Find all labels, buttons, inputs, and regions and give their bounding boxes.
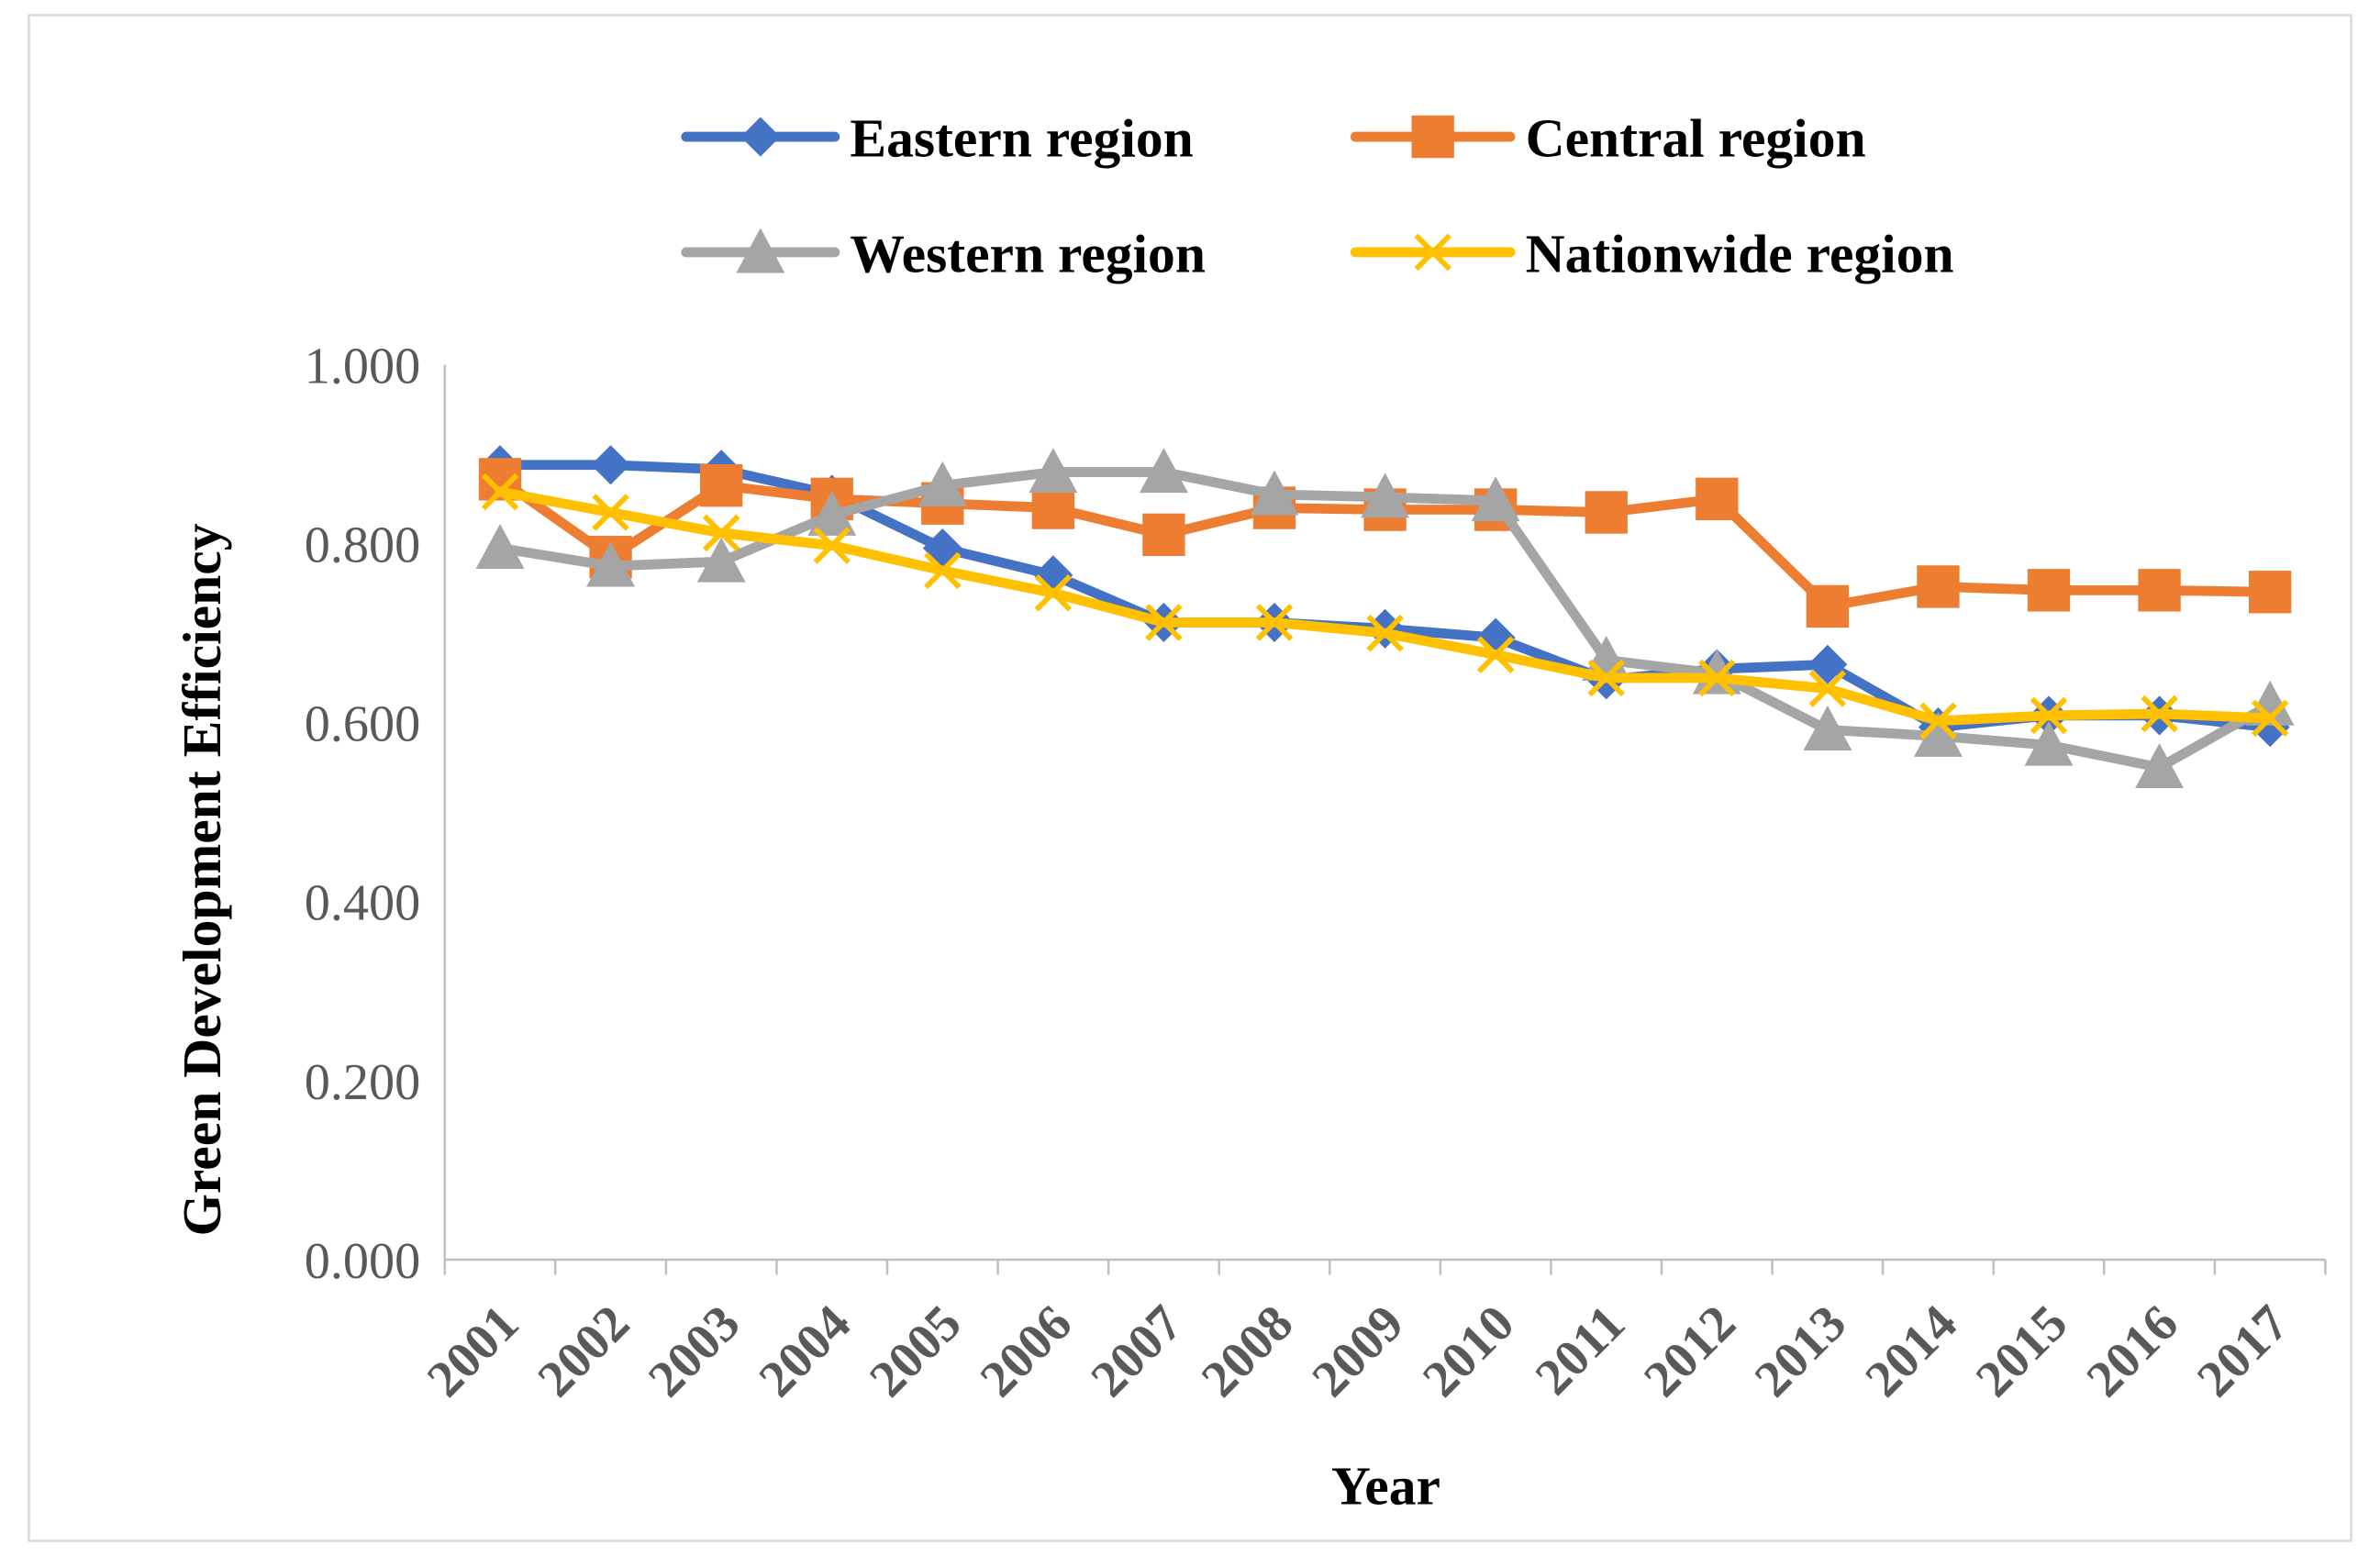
data-point (1031, 486, 1075, 529)
data-point (592, 494, 629, 531)
legend-item: Nationwide region (1350, 223, 1954, 283)
data-point (1587, 659, 1625, 697)
data-point (1361, 472, 1410, 518)
data-point (1807, 644, 1848, 684)
data-point (1585, 491, 1628, 534)
data-point (702, 514, 740, 552)
y-tick-label: 0.200 (305, 1054, 421, 1111)
data-point (2250, 707, 2290, 748)
data-point (1034, 573, 1073, 612)
y-tick-label: 1.000 (305, 338, 421, 395)
legend-marker (1414, 233, 1451, 272)
legend-label: Western region (850, 223, 1206, 283)
legend-label: Nationwide region (1526, 223, 1954, 283)
data-point (591, 445, 631, 485)
data-point (1029, 448, 1078, 494)
legend-label: Central region (1526, 108, 1866, 169)
series-nationwide-region (481, 472, 2289, 740)
y-tick-label: 0.000 (305, 1233, 421, 1290)
data-point (1917, 565, 1960, 608)
data-point (807, 490, 857, 536)
data-point (1913, 711, 1963, 757)
legend-marker (736, 228, 785, 273)
data-point (2138, 569, 2181, 612)
data-point (481, 472, 519, 511)
data-point (1145, 604, 1183, 641)
y-tick-label: 0.800 (305, 517, 421, 573)
data-point (1806, 584, 1850, 628)
legend-item: Western region (681, 223, 1206, 283)
data-point (2141, 695, 2178, 733)
legend: Eastern region Central region Western regi… (681, 108, 1954, 283)
data-point (699, 464, 743, 507)
data-point (1696, 477, 1739, 521)
data-point (1803, 706, 1852, 751)
data-point (475, 523, 525, 570)
data-point (2251, 699, 2289, 738)
legend-item: Central region (1350, 108, 1866, 169)
data-point (2135, 742, 2185, 789)
data-point (813, 527, 851, 564)
data-point (918, 461, 967, 506)
data-point (2024, 720, 2074, 766)
data-point (1476, 636, 1515, 673)
chart-frame (28, 14, 2352, 1542)
legend-label: Eastern region (850, 108, 1193, 169)
data-point (2030, 696, 2068, 735)
legend-item: Eastern region (681, 108, 1194, 169)
data-point (924, 551, 962, 590)
series-western-region (475, 448, 2295, 789)
data-point (1139, 448, 1188, 494)
data-point (1471, 476, 1520, 522)
x-axis-title: Year (1331, 1456, 1440, 1517)
series-layer (475, 445, 2295, 789)
y-axis-title: Green Development Efficiency (172, 523, 232, 1236)
data-point (1142, 513, 1185, 557)
y-tick-label: 0.400 (305, 875, 421, 932)
data-point (2248, 571, 2292, 614)
data-point (1808, 670, 1847, 707)
data-point (2027, 569, 2071, 612)
data-point (696, 537, 746, 583)
data-point (1698, 659, 1736, 697)
data-point (1366, 614, 1404, 652)
data-point (1250, 470, 1299, 516)
legend-marker (1411, 115, 1454, 159)
data-point (586, 541, 636, 587)
data-point (1919, 702, 1957, 740)
y-tick-label: 0.600 (305, 696, 421, 753)
data-point (1255, 604, 1294, 641)
